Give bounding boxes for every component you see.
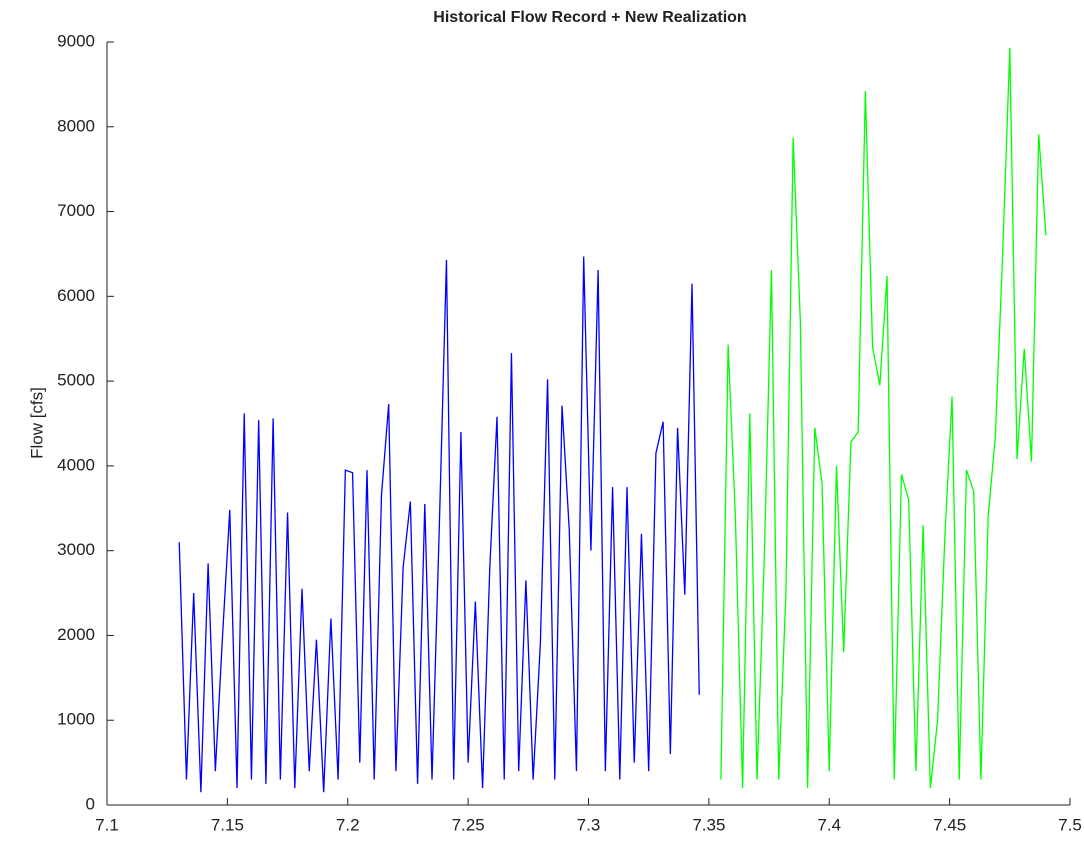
x-tick-label: 7.3 [577,815,601,834]
y-tick-label: 9000 [57,31,95,50]
series-line [178,256,700,793]
x-tick-label: 7.15 [211,815,244,834]
x-tick-label: 7.35 [692,815,725,834]
y-tick-label: 3000 [57,540,95,559]
y-axis-label: Flow [cfs] [27,387,46,459]
x-tick-label: 7.5 [1058,815,1082,834]
chart-title: Historical Flow Record + New Realization [433,9,746,26]
x-tick-label: 7.25 [452,815,485,834]
x-tick-label: 7.1 [95,815,119,834]
y-tick-label: 6000 [57,286,95,305]
y-tick-label: 8000 [57,116,95,135]
x-tick-label: 7.2 [336,815,360,834]
x-tick-label: 7.4 [817,815,841,834]
y-tick-label: 7000 [57,201,95,220]
y-tick-label: 0 [86,794,95,813]
y-tick-label: 4000 [57,455,95,474]
y-tick-label: 1000 [57,710,95,729]
x-tick-label: 7.45 [933,815,966,834]
y-tick-label: 2000 [57,625,95,644]
series-line [720,47,1047,789]
y-tick-label: 5000 [57,371,95,390]
